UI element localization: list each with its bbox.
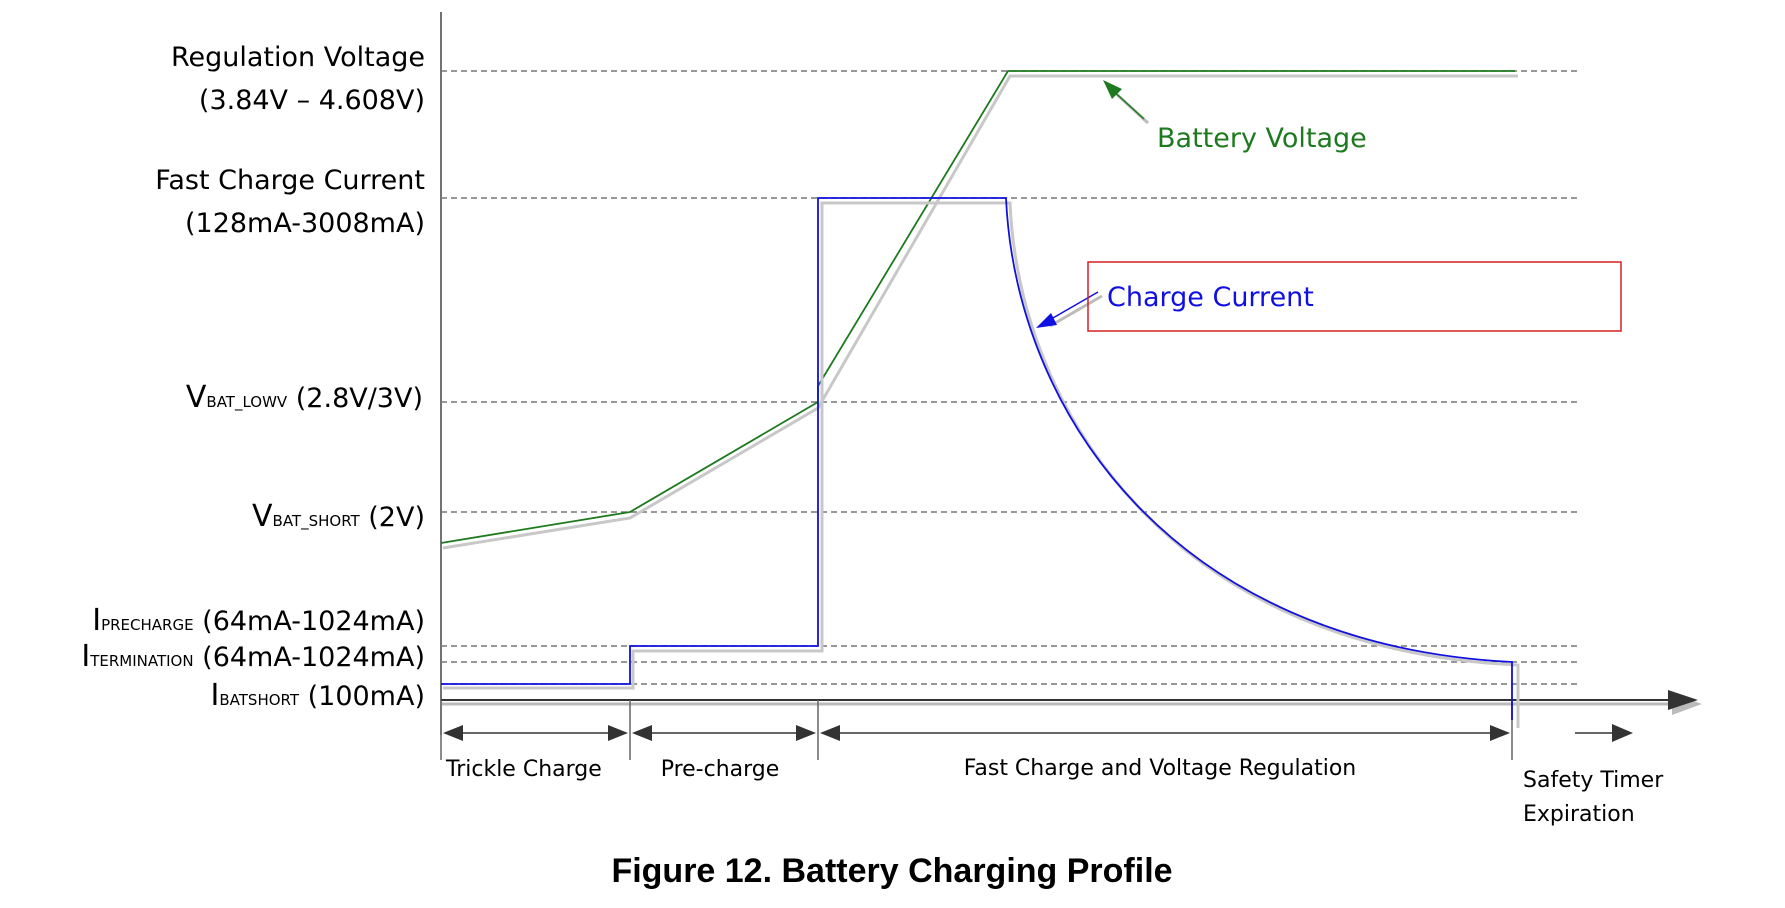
battery-voltage-label: Battery Voltage (1157, 123, 1367, 154)
ibatshort-label: IBATSHORT (100mA) (211, 678, 425, 713)
expiration-label: Expiration (1523, 802, 1635, 827)
charge-current-arrowhead (1036, 313, 1057, 328)
charge-current-curve (441, 197, 1513, 720)
charge-current-curve-shadow (443, 201, 1520, 728)
figure-caption: Figure 12. Battery Charging Profile (611, 852, 1172, 890)
fast-charge-current-label: Fast Charge Current (155, 165, 425, 196)
precharge-phase-arrow (632, 725, 816, 741)
charge-current-pointer (1045, 291, 1099, 323)
precharge-label: Pre-charge (661, 757, 780, 782)
safety-timer-label: Safety Timer (1523, 768, 1664, 793)
regulation-voltage-range: (3.84V – 4.608V) (199, 85, 425, 116)
vbat-lowv-label: VBAT_LOWV (2.8V/3V) (186, 380, 423, 415)
trickle-phase-arrow (443, 725, 628, 741)
fast-phase-arrow (820, 725, 1510, 741)
charge-current-highlight-box (1087, 261, 1622, 332)
time-axis-arrowhead (1668, 690, 1698, 710)
charge-current-pointer-shadow (1049, 294, 1103, 328)
regulation-voltage-label: Regulation Voltage (171, 42, 425, 73)
vbat-short-label: VBAT_SHORT (2V) (252, 499, 425, 534)
fast-charge-current-range: (128mA-3008mA) (185, 208, 425, 239)
trickle-charge-label: Trickle Charge (445, 757, 602, 782)
timer-phase-arrow (1575, 724, 1633, 742)
fast-charge-label: Fast Charge and Voltage Regulation (964, 756, 1357, 781)
charge-current-label: Charge Current (1107, 282, 1314, 313)
battery-voltage-arrowhead (1103, 80, 1122, 99)
itermination-label: ITERMINATION (64mA-1024mA) (81, 639, 425, 674)
iprecharge-label: IPRECHARGE (64mA-1024mA) (92, 603, 425, 638)
